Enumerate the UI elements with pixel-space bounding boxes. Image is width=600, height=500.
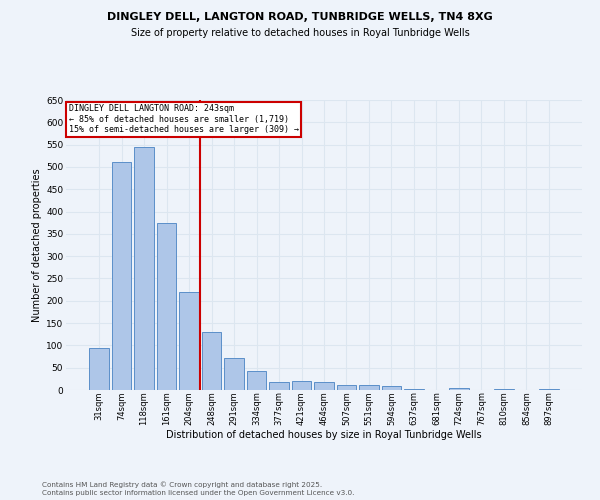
Text: Contains public sector information licensed under the Open Government Licence v3: Contains public sector information licen… xyxy=(42,490,355,496)
Text: DINGLEY DELL, LANGTON ROAD, TUNBRIDGE WELLS, TN4 8XG: DINGLEY DELL, LANGTON ROAD, TUNBRIDGE WE… xyxy=(107,12,493,22)
Bar xyxy=(224,358,244,390)
X-axis label: Distribution of detached houses by size in Royal Tunbridge Wells: Distribution of detached houses by size … xyxy=(166,430,482,440)
Bar xyxy=(112,162,131,390)
Y-axis label: Number of detached properties: Number of detached properties xyxy=(32,168,42,322)
Bar xyxy=(157,222,176,390)
Bar xyxy=(449,388,469,390)
Bar xyxy=(179,292,199,390)
Bar xyxy=(269,382,289,390)
Bar xyxy=(202,332,221,390)
Bar xyxy=(494,389,514,390)
Bar xyxy=(359,384,379,390)
Text: Contains HM Land Registry data © Crown copyright and database right 2025.: Contains HM Land Registry data © Crown c… xyxy=(42,481,322,488)
Text: DINGLEY DELL LANGTON ROAD: 243sqm
← 85% of detached houses are smaller (1,719)
1: DINGLEY DELL LANGTON ROAD: 243sqm ← 85% … xyxy=(68,104,299,134)
Text: Size of property relative to detached houses in Royal Tunbridge Wells: Size of property relative to detached ho… xyxy=(131,28,469,38)
Bar xyxy=(89,348,109,390)
Bar xyxy=(539,388,559,390)
Bar xyxy=(337,384,356,390)
Bar xyxy=(314,382,334,390)
Bar xyxy=(404,389,424,390)
Bar xyxy=(292,381,311,390)
Bar xyxy=(382,386,401,390)
Bar xyxy=(134,147,154,390)
Bar xyxy=(247,372,266,390)
